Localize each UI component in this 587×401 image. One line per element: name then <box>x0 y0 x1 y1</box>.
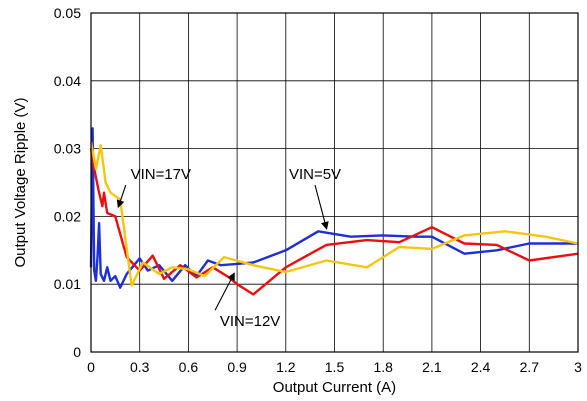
series-group <box>89 127 579 296</box>
x-tick-label: 0.3 <box>130 359 150 375</box>
annotation-arrow <box>214 272 235 311</box>
x-tick-label: 3 <box>574 359 582 375</box>
annotation-label: VIN=17V <box>131 166 191 183</box>
series-line-2 <box>89 148 579 296</box>
series-line-1 <box>89 127 578 289</box>
plot-frame <box>90 12 579 353</box>
y-tick-labels: 0 0.01 0.02 0.03 0.04 0.05 <box>54 5 81 360</box>
x-axis-title: Output Current (A) <box>273 379 396 396</box>
annotations: VIN=17V VIN=5V VIN=12V <box>116 166 341 330</box>
annotation-arrow <box>116 184 127 209</box>
x-tick-label: 0.9 <box>227 359 247 375</box>
y-tick-label: 0.03 <box>54 141 81 157</box>
y-axis-title: Output Voltage Ripple (V) <box>12 97 29 267</box>
grid-lines <box>91 13 578 352</box>
x-tick-label: 1.5 <box>325 359 345 375</box>
x-tick-label: 0 <box>87 359 95 375</box>
annotation-arrow <box>314 184 329 230</box>
y-tick-label: 0.02 <box>54 208 81 224</box>
y-tick-label: 0 <box>73 344 81 360</box>
x-tick-label: 2.1 <box>422 359 442 375</box>
x-tick-label: 2.4 <box>471 359 491 375</box>
annotation-label: VIN=12V <box>220 313 280 330</box>
y-tick-label: 0.04 <box>54 73 81 89</box>
y-tick-label: 0.05 <box>54 5 81 21</box>
x-tick-labels: 0 0.3 0.6 0.9 1.2 1.5 1.8 2.1 2.4 2.7 3 <box>87 359 582 375</box>
x-tick-label: 2.7 <box>520 359 540 375</box>
x-tick-label: 0.6 <box>179 359 199 375</box>
annotation-label: VIN=5V <box>289 166 341 183</box>
y-tick-label: 0.01 <box>54 276 81 292</box>
x-tick-label: 1.8 <box>373 359 393 375</box>
x-tick-label: 1.2 <box>276 359 296 375</box>
series-line-3 <box>89 141 579 287</box>
